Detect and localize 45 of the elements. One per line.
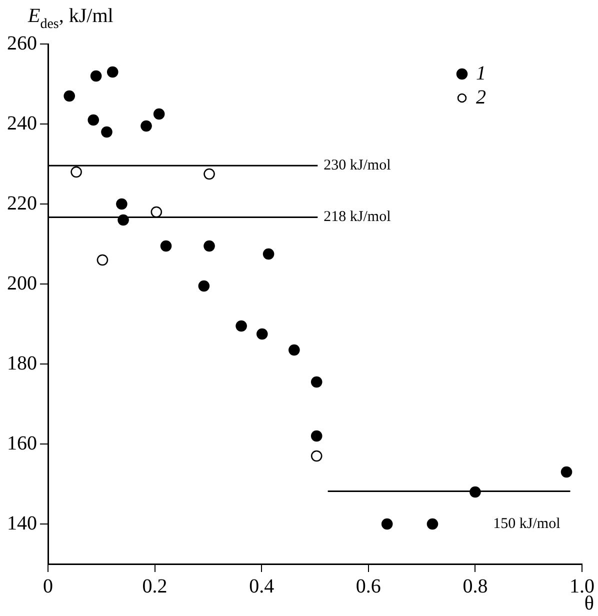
x-tick-label: 0.4 bbox=[249, 575, 274, 598]
point bbox=[256, 328, 268, 340]
y-tick-label: 180 bbox=[7, 352, 37, 374]
point bbox=[90, 70, 102, 82]
point bbox=[140, 120, 152, 132]
series-label: 218 kJ/mol bbox=[324, 209, 391, 226]
point bbox=[204, 168, 215, 180]
point bbox=[70, 166, 82, 178]
point bbox=[470, 486, 481, 498]
y-tick-label: 200 bbox=[7, 272, 37, 294]
y-tick-label: 260 bbox=[7, 32, 37, 54]
y-tick-label: 240 bbox=[7, 112, 37, 134]
point bbox=[236, 320, 247, 332]
point bbox=[88, 114, 100, 126]
y-tick-label: 160 bbox=[7, 432, 37, 454]
point bbox=[160, 240, 172, 252]
x-axis-title: θ bbox=[584, 592, 594, 614]
point bbox=[310, 430, 322, 442]
point bbox=[106, 66, 118, 78]
y-tick-label: 220 bbox=[7, 192, 37, 214]
point bbox=[64, 90, 76, 102]
point bbox=[153, 108, 165, 120]
point bbox=[310, 376, 322, 388]
point bbox=[262, 248, 274, 260]
x-tick-label: 0.2 bbox=[142, 575, 168, 598]
point bbox=[150, 206, 162, 218]
y-tick-label: 140 bbox=[7, 512, 37, 534]
x-tick-label: 0 bbox=[43, 575, 53, 598]
point bbox=[381, 518, 393, 530]
series-label: 230 kJ/mol bbox=[324, 158, 391, 174]
point bbox=[204, 240, 215, 252]
x-tick-label: 0.8 bbox=[462, 575, 488, 598]
point bbox=[426, 518, 438, 530]
series-label: 150 kJ/mol bbox=[493, 516, 560, 532]
point bbox=[310, 450, 322, 462]
point bbox=[101, 126, 112, 138]
point bbox=[116, 198, 128, 210]
point bbox=[560, 466, 572, 478]
point bbox=[96, 254, 108, 266]
legend-label: 1 bbox=[476, 62, 486, 84]
x-tick-label: 0.6 bbox=[356, 575, 381, 598]
legend-label: 2 bbox=[476, 86, 486, 108]
point bbox=[198, 280, 210, 292]
point bbox=[288, 344, 300, 356]
point bbox=[118, 214, 129, 226]
